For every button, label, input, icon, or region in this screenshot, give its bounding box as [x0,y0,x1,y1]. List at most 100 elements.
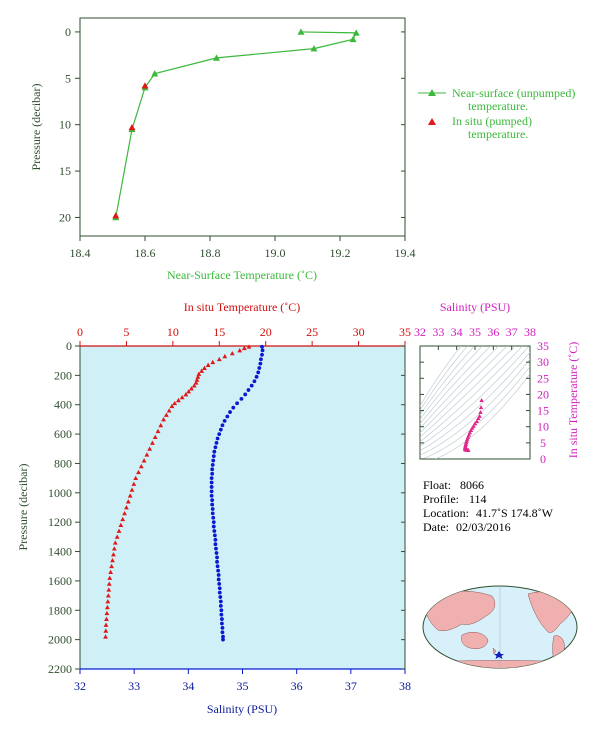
ts-y-tick-label: 0 [540,452,546,466]
y-tick-label: 5 [65,71,71,85]
temperature-point [205,362,211,368]
salinity-point [214,441,219,445]
ts-point [478,409,483,414]
salinity-point [219,608,224,613]
ts-density-contours [420,346,530,459]
pressure-tick-label: 1000 [48,486,72,500]
ts-point [476,416,481,421]
unpumped-temperature-point [352,29,360,36]
salinity-point [225,414,230,419]
temperature-point [186,389,192,394]
profile-plot-area [80,346,405,669]
map-land-antarctica [429,660,573,668]
salinity-point [215,564,220,569]
temperature-point [111,552,116,557]
salinity-point [217,432,222,436]
pressure-tick-label: 800 [54,456,72,470]
float-label: Float: [423,478,451,492]
x-tick-label: 19.0 [265,246,286,260]
x-tick-label: 18.6 [135,246,156,260]
temperature-point [183,392,189,397]
near-surface-plot-frame [79,17,406,237]
temperature-point [108,569,114,575]
temperature-point [195,374,201,379]
temperature-point [150,440,155,445]
salinity-point [211,524,216,529]
temperature-point [109,563,114,569]
profile-label: Profile: [423,492,459,506]
pressure-tick-label: 0 [66,339,72,353]
temperature-point [179,394,185,400]
ts-y-tick-label: 15 [537,404,549,418]
salinity-point [210,467,215,472]
salinity-tick-label: 34 [182,679,194,693]
salinity-point [221,637,225,642]
temperature-point [141,458,147,463]
location-map [422,585,578,669]
y-tick-label: 10 [59,118,71,132]
salinity-point [211,454,216,459]
density-contour [420,346,476,416]
profile-value: 114 [469,492,487,506]
map-land-new-zealand [492,647,497,655]
salinity-point [214,551,219,555]
salinity-point [211,515,216,520]
ts-y-tick-label: 30 [537,355,549,369]
pressure-tick-label: 1800 [48,603,72,617]
temperature-point [114,534,120,539]
date-label: Date: [423,520,449,534]
temperature-point [222,353,228,359]
temperature-point [189,386,194,391]
ts-y-tick-label: 35 [537,339,549,353]
legend-unpumped-label-2: temperature. [468,99,528,113]
ts-diagram: 32 33 34 35 36 37 38 0 5 10 15 20 25 30 35 Salinity (… [414,300,580,466]
salinity-profile-series [209,344,265,642]
salinity-point [217,581,222,586]
salinity-tick-label: 36 [291,679,303,693]
temperature-point [166,408,172,413]
temperature-point [216,356,222,362]
temperature-tick-label: 25 [306,325,318,339]
temperature-point [144,452,150,457]
salinity-point [216,568,221,573]
salinity-point [213,537,218,542]
salinity-point [209,476,214,481]
temperature-point [111,546,117,551]
ts-right-axis-label: In situ Temperature (˚C) [566,342,580,459]
near-surface-series [112,28,360,221]
temperature-tick-label: 10 [167,325,179,339]
salinity-point [249,383,254,388]
salinity-point [209,480,214,485]
salinity-tick-label: 32 [74,679,86,693]
density-contour [420,346,516,438]
pressure-tick-label: 2200 [48,662,72,676]
temperature-point [161,417,166,422]
near-surface-x-ticks: 18.4 18.6 18.8 19.0 19.2 19.4 [70,236,416,260]
unpumped-temperature-point [213,54,220,61]
salinity-point [210,498,215,503]
temperature-point [120,516,126,522]
salinity-point [220,625,225,630]
temperature-point [104,610,110,616]
density-contour [420,351,530,452]
pumped-temperature-point [112,212,120,219]
profile-y-axis-label: Pressure (decibar) [16,464,30,551]
salinity-point [210,511,215,516]
temperature-point [196,371,202,376]
ts-y-tick-label: 25 [537,371,549,385]
temperature-tick-label: 35 [399,325,411,339]
salinity-point [243,392,248,397]
temperature-point [103,634,108,639]
near-surface-legend: Near-surface (unpumped) temperature. In … [418,86,575,141]
salinity-point [212,529,217,533]
salinity-point [212,533,217,538]
map-land-south-america [552,635,565,665]
near-surface-chart: 18.4 18.6 18.8 19.0 19.2 19.4 0 5 10 15 20 Near-S… [29,17,575,282]
temperature-point [127,493,133,498]
ts-point [479,398,484,402]
legend-unpumped-label-1: Near-surface (unpumped) [452,86,575,100]
ts-temperature-ticks: 0 5 10 15 20 25 30 35 [420,339,549,466]
unpumped-temperature-point [349,35,357,43]
profile-top-axis-label: In situ Temperature (˚C) [184,300,301,314]
temperature-point [147,446,153,451]
